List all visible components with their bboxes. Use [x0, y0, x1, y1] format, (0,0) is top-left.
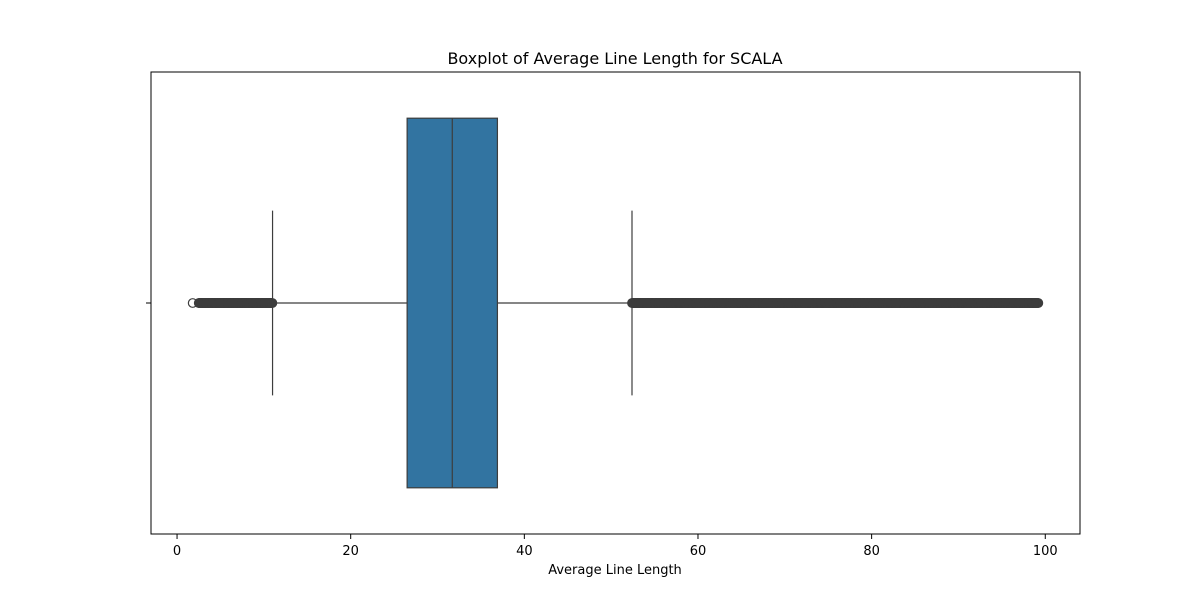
- x-tick-label: 80: [863, 544, 880, 559]
- x-tick-label: 100: [1033, 544, 1058, 559]
- x-tick-label: 60: [690, 544, 707, 559]
- x-tick-label: 20: [342, 544, 359, 559]
- outlier-point: [267, 298, 278, 308]
- chart-title: Boxplot of Average Line Length for SCALA: [447, 49, 782, 68]
- x-tick-label: 40: [516, 544, 533, 559]
- x-axis: 0 20 40 60 80 100: [146, 302, 1058, 559]
- x-axis-label: Average Line Length: [548, 563, 682, 578]
- chart-marks: [187, 117, 1044, 489]
- outlier-point: [1033, 298, 1044, 308]
- x-tick-label: 0: [173, 544, 181, 559]
